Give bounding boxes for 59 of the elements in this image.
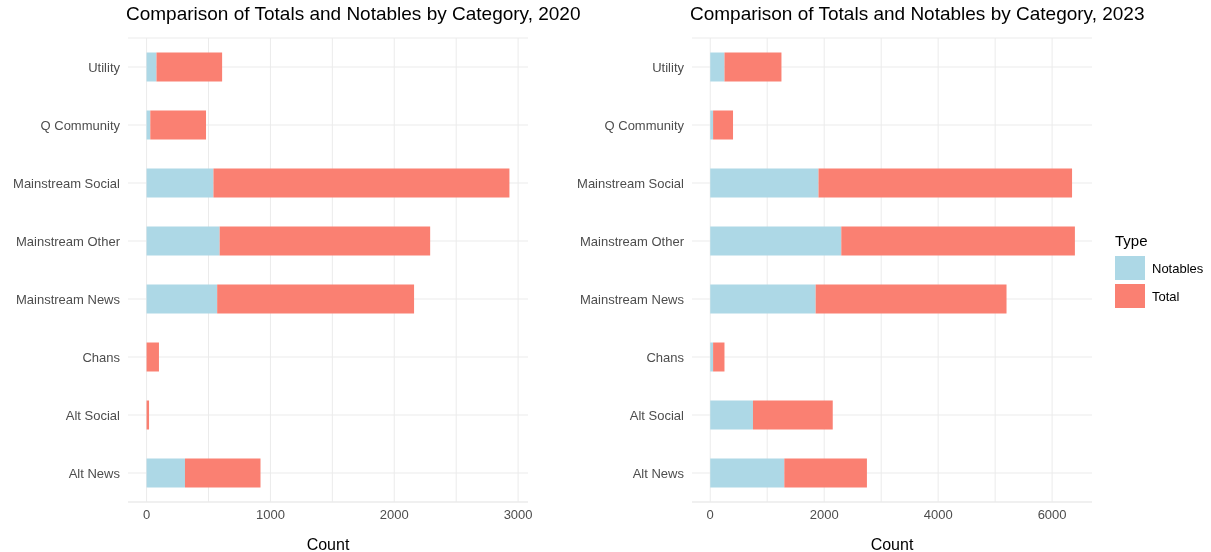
bar [784,458,867,488]
bar [710,284,816,314]
bar [710,458,785,488]
x-tick-label: 2000 [379,507,409,523]
bar [710,400,753,430]
bar [710,52,725,82]
y-tick-label: Mainstream News [579,291,685,307]
bar [213,168,510,198]
bar [752,400,833,430]
y-tick-label: Utility [652,59,685,75]
bar [219,226,431,256]
bar [818,168,1073,198]
y-tick-label: Q Community [604,117,685,133]
x-axis-title: Count [306,536,350,552]
bar [146,168,214,198]
y-tick-label: Mainstream Other [579,233,685,249]
bar [710,168,819,198]
x-tick-label: 2000 [809,507,839,523]
x-tick-label: 0 [142,507,151,523]
y-tick-label: Utility [88,59,121,75]
x-tick-label: 6000 [1037,507,1067,523]
bar [710,342,714,372]
x-axis-title: Count [870,536,914,552]
legend-label: Total [1152,288,1180,304]
x-tick-label: 3000 [503,507,533,523]
bar [710,110,714,140]
bar [815,284,1007,314]
y-tick-label: Q Community [40,117,121,133]
bar [841,226,1075,256]
bar [146,52,157,82]
x-tick-label: 0 [706,507,714,523]
bar [713,110,734,140]
bar [713,342,725,372]
y-tick-label: Mainstream Other [15,233,121,249]
y-tick-label: Mainstream Social [13,175,121,191]
y-tick-label: Mainstream News [15,291,121,307]
y-tick-label: Mainstream Social [577,175,685,191]
bar [146,226,220,256]
bar [146,284,218,314]
y-tick-label: Chans [646,349,685,365]
bar [146,342,159,372]
x-tick-label: 1000 [255,507,285,523]
bar [156,52,223,82]
y-tick-label: Alt Social [65,407,121,423]
bar [724,52,782,82]
y-tick-label: Alt News [632,465,685,481]
chart-title: Comparison of Totals and Notables by Category, 2023 [690,3,1145,25]
bar [146,458,185,488]
legend-label: Notables [1152,260,1204,276]
legend-title: Type [1115,232,1149,249]
y-tick-label: Chans [82,349,121,365]
bar [217,284,415,314]
y-tick-label: Alt News [68,465,121,481]
bar [710,226,842,256]
x-tick-label: 4000 [923,507,953,523]
chart-title: Comparison of Totals and Notables by Category, 2020 [126,3,581,25]
bar [184,458,261,488]
y-tick-label: Alt Social [629,407,685,423]
bar [150,110,207,140]
